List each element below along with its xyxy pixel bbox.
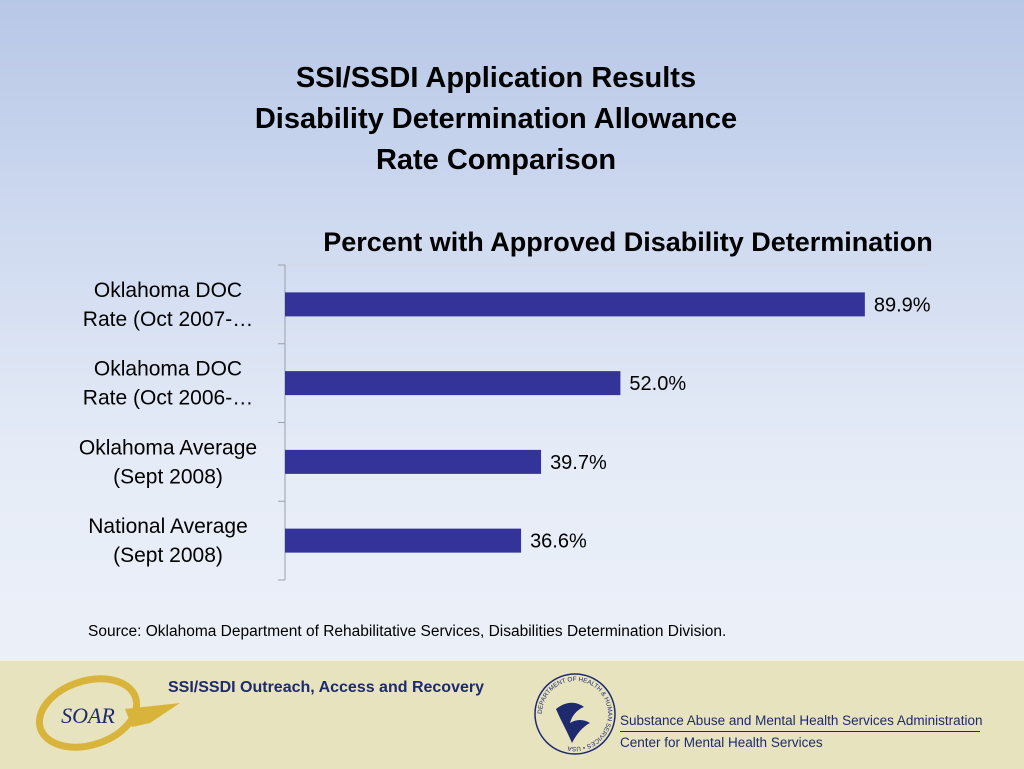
source-note: Source: Oklahoma Department of Rehabilit…	[88, 623, 727, 640]
soar-logo-wing	[125, 703, 180, 727]
bar-chart: Percent with Approved Disability Determi…	[79, 227, 933, 581]
category-label-4: National Average (Sept 2008)	[88, 515, 248, 567]
slide-title-line-2: Disability Determination Allowance	[254, 103, 738, 135]
soar-logo-ring	[35, 675, 141, 751]
bar-2	[285, 371, 621, 396]
data-label-2: 52.0%	[629, 373, 686, 395]
category-label-2: Oklahoma DOC Rate (Oct 2006-…	[83, 358, 253, 410]
bar-3	[285, 449, 542, 474]
soar-program-name: SSI/SSDI Outreach, Access and Recovery	[168, 679, 484, 696]
slide-title-line-1: SSI/SSDI Application Results	[295, 62, 697, 94]
data-label-3: 39.7%	[550, 452, 607, 474]
category-label-3: Oklahoma Average (Sept 2008)	[79, 436, 257, 488]
cmhs-name: Center for Mental Health Services	[620, 735, 823, 750]
samhsa-divider	[620, 731, 980, 732]
footer-bar: SOAR SSI/SSDI Outreach, Access and Recov…	[0, 660, 1024, 769]
hhs-seal-ring	[534, 673, 616, 755]
hhs-seal: DEPARTMENT OF HEALTH & HUMAN SERVICES • …	[534, 673, 616, 755]
slide-title-line-3: Rate Comparison	[375, 144, 617, 176]
samhsa-name: Substance Abuse and Mental Health Servic…	[620, 713, 983, 728]
chart-title: Percent with Approved Disability Determi…	[323, 227, 933, 257]
hhs-eagle-icon	[556, 702, 590, 743]
data-label-4: 36.6%	[530, 531, 587, 553]
bar-4	[285, 528, 522, 553]
soar-logo: SOAR	[35, 675, 180, 751]
soar-logo-text: SOAR	[61, 703, 115, 728]
hhs-seal-text: DEPARTMENT OF HEALTH & HUMAN SERVICES • …	[537, 676, 613, 752]
category-label-1: Oklahoma DOC Rate (Oct 2007-…	[83, 279, 253, 331]
data-label-1: 89.9%	[874, 294, 931, 316]
bar-1	[285, 292, 865, 317]
slide-title: SSI/SSDI Application Results Disability …	[0, 58, 992, 181]
